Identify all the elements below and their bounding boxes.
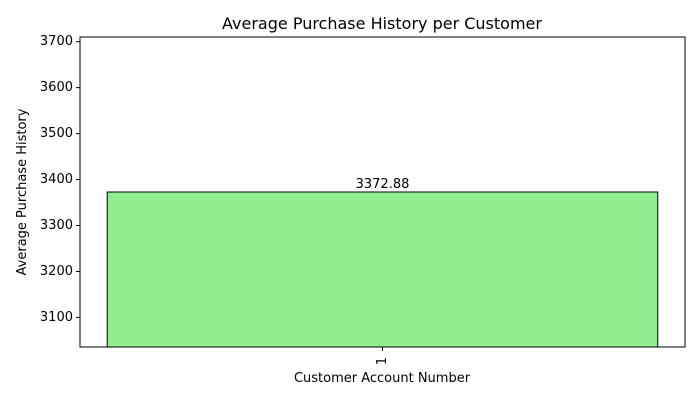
y-tick-label: 3500	[40, 126, 73, 141]
y-tick-label: 3100	[40, 310, 73, 325]
y-tick-label: 3300	[40, 218, 73, 233]
x-axis-label: Customer Account Number	[294, 371, 471, 386]
x-tick-label: 1	[375, 357, 390, 365]
plot-frame	[79, 36, 686, 348]
chart-title: Average Purchase History per Customer	[222, 14, 542, 33]
y-tick-label: 3200	[40, 264, 73, 279]
y-axis-label: Average Purchase History	[15, 108, 30, 275]
y-tick-label: 3600	[40, 80, 73, 95]
y-tick-label: 3400	[40, 172, 73, 187]
bar	[106, 191, 659, 348]
y-tick-label: 3700	[40, 34, 73, 49]
plot-area: 3372.88 1 3100 3200 3300 3400 3500 3600 3700	[40, 34, 686, 365]
bar-data-label: 3372.88	[356, 177, 410, 192]
